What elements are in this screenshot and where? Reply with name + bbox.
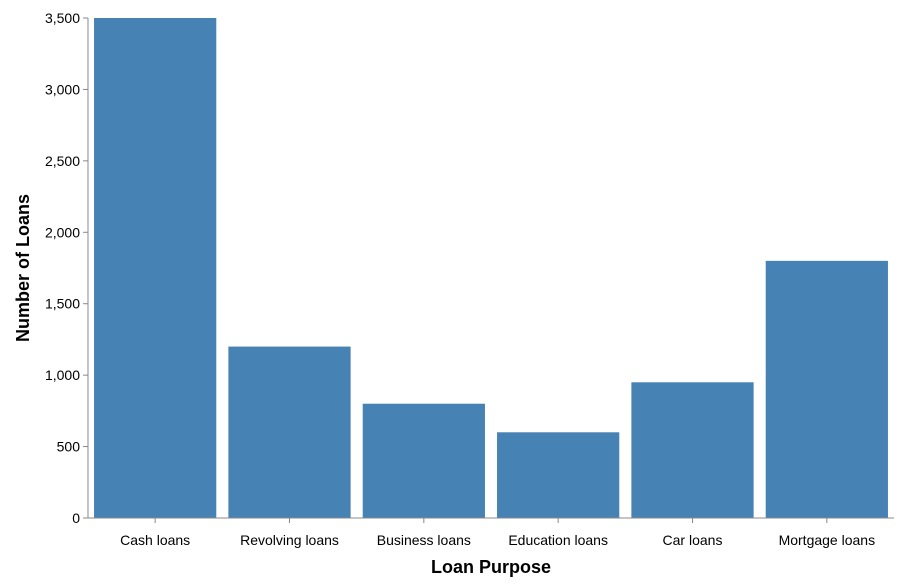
y-tick-label: 2,500 bbox=[45, 153, 80, 169]
y-axis: 0 500 1,000 1,500 2,000 2,500 3,000 3,500 bbox=[45, 10, 89, 526]
x-tick-label: Cash loans bbox=[120, 532, 190, 548]
y-tick-label: 2,000 bbox=[45, 224, 80, 240]
bar-cash-loans bbox=[94, 18, 217, 518]
bar-mortgage-loans bbox=[765, 260, 888, 518]
x-tick-label: Revolving loans bbox=[240, 532, 339, 548]
y-tick-label: 1,500 bbox=[45, 296, 80, 312]
bar-revolving-loans bbox=[228, 346, 351, 518]
y-tick-label: 500 bbox=[57, 439, 81, 455]
bar-car-loans bbox=[631, 382, 754, 518]
y-tick-label: 0 bbox=[72, 510, 80, 526]
x-axis: Cash loans Revolving loans Business loans E… bbox=[88, 517, 894, 548]
x-tick-label: Car loans bbox=[663, 532, 723, 548]
bars-group bbox=[94, 18, 888, 518]
y-axis-title: Number of Loans bbox=[13, 194, 33, 342]
y-tick-label: 3,000 bbox=[45, 81, 80, 97]
x-tick-label: Business loans bbox=[377, 532, 471, 548]
x-axis-title: Loan Purpose bbox=[431, 557, 551, 577]
y-tick-label: 1,000 bbox=[45, 367, 80, 383]
bar-business-loans bbox=[362, 403, 485, 518]
x-tick-label: Education loans bbox=[508, 532, 608, 548]
y-tick-label: 3,500 bbox=[45, 10, 80, 26]
x-tick-label: Mortgage loans bbox=[779, 532, 876, 548]
bar-education-loans bbox=[497, 432, 620, 518]
